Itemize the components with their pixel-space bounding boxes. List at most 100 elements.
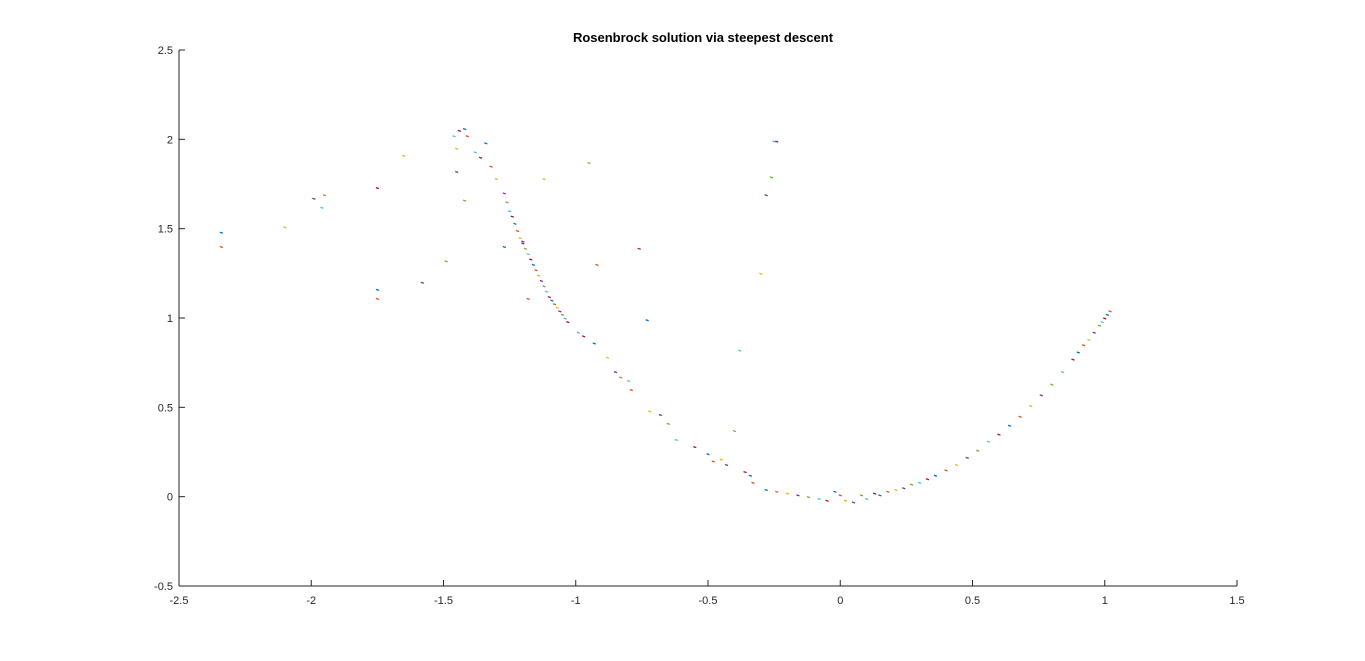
data-point [1039,394,1043,397]
y-tick-label: 2 [167,134,173,146]
y-tick-label: 1 [167,313,173,325]
data-point [523,247,528,250]
data-point [595,263,599,267]
data-point [764,488,768,492]
data-point [375,288,380,292]
data-point [510,215,514,218]
data-point [1097,324,1102,327]
data-point [489,165,493,168]
data-point [312,197,316,200]
data-point [518,236,522,240]
chart-title: Rosenbrock solution via steepest descent [573,30,834,45]
data-point [539,279,544,283]
data-point [769,176,774,179]
data-point [455,170,459,174]
data-point [526,297,530,300]
data-point [560,313,565,317]
data-point [894,488,898,492]
data-point [1018,415,1022,418]
data-point [825,499,829,502]
data-point [864,497,869,501]
data-point [878,494,882,497]
data-point [872,492,877,495]
data-point [719,458,723,461]
data-point [626,379,631,383]
data-point [558,310,562,313]
y-tick-label: 2.5 [158,45,173,57]
y-tick-label: -0.5 [154,581,173,593]
data-point [1087,338,1091,342]
data-point [666,422,671,426]
data-point [455,147,459,150]
data-point [542,178,546,181]
data-point [986,440,991,443]
x-tick-label: 0.5 [965,595,980,607]
data-point [547,295,552,299]
data-point [954,463,959,467]
data-point [764,194,768,197]
data-point [375,297,380,300]
x-tick-label: -2.5 [170,595,189,607]
data-point [859,494,864,497]
data-point [902,487,906,490]
x-tick-label: 1 [1102,595,1108,607]
data-point [886,490,890,493]
data-point [785,492,790,495]
data-point [693,446,697,449]
y-tick-label: 1.5 [158,224,173,236]
data-point [529,258,533,261]
y-tick-label: 0.5 [158,402,173,414]
data-point [909,483,914,486]
data-point [1060,370,1065,374]
data-point [775,490,779,493]
data-point [502,245,507,249]
data-point [806,496,811,499]
data-point [1105,313,1110,317]
data-point [465,135,470,138]
data-point [738,349,742,352]
data-point [1050,383,1054,386]
data-point [851,501,856,504]
data-point [592,342,596,345]
data-point [1100,320,1104,324]
data-point [507,210,512,213]
x-tick-label: -2 [306,595,316,607]
data-point [1108,310,1112,313]
data-point [775,140,779,143]
data-point [944,469,948,472]
data-point [976,449,980,452]
data-point [219,245,224,249]
data-point [629,388,634,392]
data-point [833,490,837,493]
data-point [732,429,737,433]
data-point [420,281,425,284]
data-point [933,474,938,477]
data-point [817,497,821,501]
data-point [534,269,538,272]
data-point [759,272,763,275]
data-point [674,438,678,442]
data-point [502,192,507,195]
data-point [743,471,747,474]
data-point [552,303,557,306]
data-point [1028,404,1033,408]
data-point [513,222,517,225]
data-point [645,319,649,322]
data-point [531,263,536,267]
data-point [1076,351,1081,354]
data-point [838,494,842,497]
x-tick-label: 0 [837,595,843,607]
data-point [566,320,570,324]
y-tick-label: 0 [167,492,173,504]
data-point [484,142,488,145]
data-point [1103,317,1107,320]
data-point [537,274,541,277]
data-point [748,474,753,477]
data-point [515,229,520,233]
data-point [320,206,324,209]
data-point [322,194,327,197]
data-point [219,231,224,234]
data-point [555,306,559,309]
